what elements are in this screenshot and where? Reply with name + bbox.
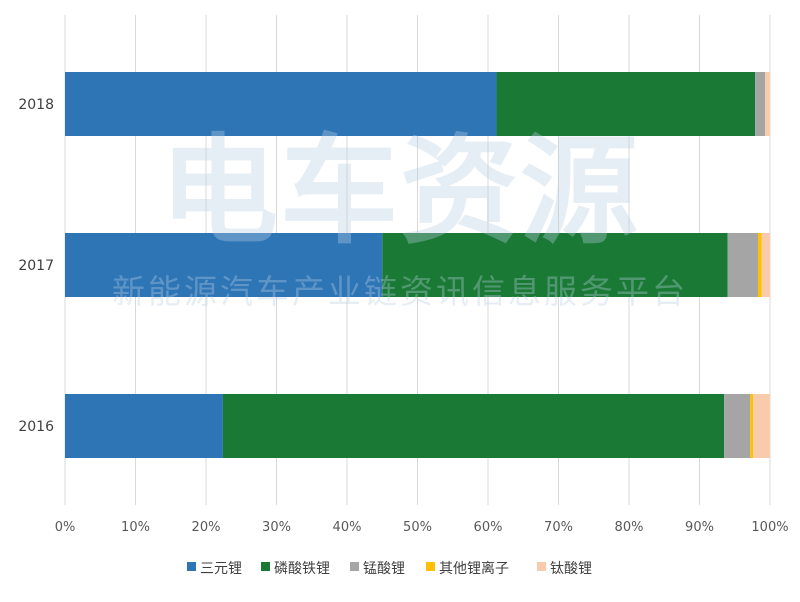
x-tick-label: 20% xyxy=(192,520,221,535)
bar-segment xyxy=(765,72,770,136)
bar-segment xyxy=(753,394,770,458)
bars xyxy=(65,72,770,458)
legend-label: 三元锂 xyxy=(200,561,242,577)
bar-segment xyxy=(496,72,756,136)
legend: 三元锂 磷酸铁锂 锰酸锂 其他锂离子 钛酸锂 xyxy=(187,560,592,577)
bar-segment xyxy=(65,394,223,458)
bar-segment xyxy=(750,394,754,458)
legend-swatch xyxy=(426,562,435,571)
watermark: 电车资源 新能源汽车产业链资讯信息服务平台 xyxy=(112,122,688,311)
watermark-sub-text: 新能源汽车产业链资讯信息服务平台 xyxy=(112,272,688,311)
category-label: 2016 xyxy=(18,419,54,435)
legend-label: 磷酸铁锂 xyxy=(274,561,330,577)
legend-swatch xyxy=(261,562,270,571)
x-tick-label: 90% xyxy=(685,520,714,535)
x-tick-label: 40% xyxy=(333,520,362,535)
bar-segment xyxy=(724,394,751,458)
legend-label: 锰酸锂 xyxy=(363,561,405,577)
bar-segment xyxy=(222,394,725,458)
x-tick-label: 100% xyxy=(751,520,788,535)
legend-swatch xyxy=(537,562,546,571)
legend-swatch xyxy=(187,562,196,571)
category-label: 2018 xyxy=(18,97,54,113)
x-tick-label: 70% xyxy=(544,520,573,535)
bar-segment xyxy=(65,72,497,136)
watermark-main-text: 电车资源 xyxy=(160,122,640,260)
legend-label: 其他锂离子 xyxy=(439,560,509,577)
legend-swatch xyxy=(350,562,359,571)
x-tick-label: 0% xyxy=(55,520,76,535)
x-tick-label: 60% xyxy=(474,520,503,535)
x-tick-label: 10% xyxy=(121,520,150,535)
x-tick-label: 50% xyxy=(403,520,432,535)
bar-segment xyxy=(761,233,770,297)
x-tick-label: 80% xyxy=(615,520,644,535)
bar-segment xyxy=(65,233,383,297)
bar-segment xyxy=(382,233,728,297)
bar-segment xyxy=(755,72,766,136)
bar-segment xyxy=(758,233,762,297)
axes: 0% 10% 20% 30% 40% 50% 60% 70% 80% 90% 100% 2018 201… xyxy=(18,97,788,535)
x-tick-label: 30% xyxy=(262,520,291,535)
legend-label: 钛酸锂 xyxy=(550,561,592,577)
bar-segment xyxy=(727,233,759,297)
category-label: 2017 xyxy=(18,258,54,274)
